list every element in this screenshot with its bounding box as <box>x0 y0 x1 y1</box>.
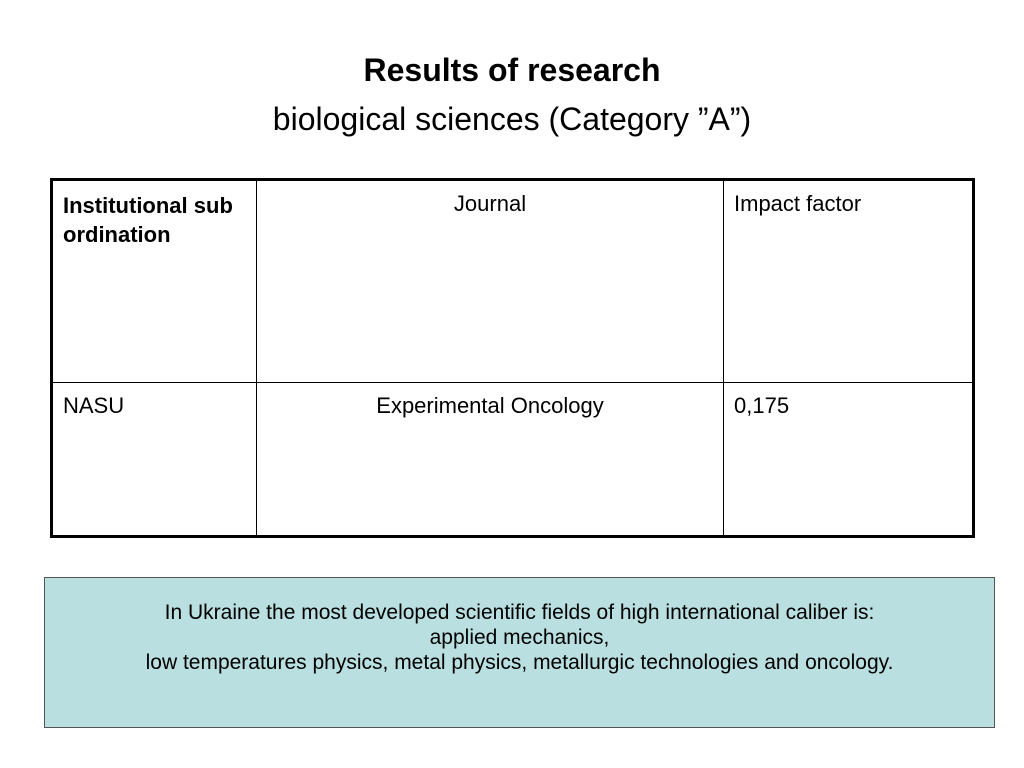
note-line: applied mechanics, <box>429 626 610 649</box>
note-line: low temperatures physics, metal physics,… <box>145 651 894 674</box>
column-header: Institutional subordination <box>51 179 257 383</box>
note-box: In Ukraine the most developed scientific… <box>44 577 995 728</box>
note-line: In Ukraine the most developed scientific… <box>164 601 875 624</box>
results-table: Institutional subordination Journal Impa… <box>50 178 975 538</box>
title: Results of research <box>363 52 661 88</box>
table-cell: Experimental Oncology <box>256 382 724 537</box>
column-header: Journal <box>256 179 724 383</box>
table-row: NASU Experimental Oncology 0,175 <box>51 382 974 537</box>
subtitle: biological sciences (Category ”A”) <box>272 101 752 137</box>
column-header: Impact factor <box>723 179 974 383</box>
table-cell: 0,175 <box>723 382 974 537</box>
table-cell: NASU <box>51 382 257 537</box>
header-row: Institutional subordination Journal Impa… <box>51 179 974 383</box>
